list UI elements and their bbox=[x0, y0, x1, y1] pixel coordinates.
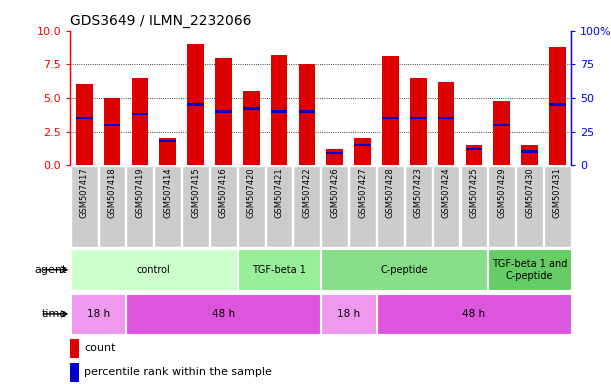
Bar bbox=[433, 166, 459, 247]
Text: GSM507419: GSM507419 bbox=[136, 167, 144, 218]
Bar bbox=[299, 110, 315, 113]
Text: 18 h: 18 h bbox=[337, 309, 360, 319]
Bar bbox=[321, 250, 487, 290]
Text: 48 h: 48 h bbox=[212, 309, 235, 319]
Bar bbox=[71, 250, 236, 290]
Bar bbox=[549, 47, 566, 165]
Bar bbox=[377, 166, 404, 247]
Bar bbox=[326, 152, 343, 154]
Bar bbox=[382, 56, 399, 165]
Text: GSM507423: GSM507423 bbox=[414, 167, 423, 218]
Bar bbox=[493, 124, 510, 126]
Bar bbox=[71, 294, 125, 334]
Bar bbox=[299, 64, 315, 165]
Bar bbox=[238, 250, 320, 290]
Bar bbox=[70, 363, 79, 382]
Text: GSM507431: GSM507431 bbox=[553, 167, 562, 218]
Text: GSM507415: GSM507415 bbox=[191, 167, 200, 218]
Bar bbox=[104, 124, 120, 126]
Bar bbox=[187, 103, 204, 106]
Text: GDS3649 / ILMN_2232066: GDS3649 / ILMN_2232066 bbox=[70, 14, 252, 28]
Text: GSM507427: GSM507427 bbox=[358, 167, 367, 218]
Text: GSM507426: GSM507426 bbox=[330, 167, 339, 218]
Text: 48 h: 48 h bbox=[463, 309, 485, 319]
Bar bbox=[71, 166, 98, 247]
Bar bbox=[461, 166, 487, 247]
Text: GSM507414: GSM507414 bbox=[163, 167, 172, 218]
Text: count: count bbox=[84, 343, 116, 354]
Bar bbox=[521, 151, 538, 153]
Bar bbox=[466, 148, 482, 150]
Text: GSM507422: GSM507422 bbox=[302, 167, 312, 218]
Bar bbox=[488, 166, 515, 247]
Bar bbox=[215, 110, 232, 113]
Text: GSM507416: GSM507416 bbox=[219, 167, 228, 218]
Text: control: control bbox=[137, 265, 170, 275]
Bar bbox=[437, 82, 455, 165]
Bar bbox=[405, 166, 431, 247]
Text: C-peptide: C-peptide bbox=[381, 265, 428, 275]
Bar bbox=[488, 250, 571, 290]
Text: GSM507425: GSM507425 bbox=[469, 167, 478, 218]
Text: GSM507430: GSM507430 bbox=[525, 167, 534, 218]
Bar bbox=[266, 166, 293, 247]
Bar bbox=[98, 166, 125, 247]
Bar bbox=[349, 166, 376, 247]
Bar bbox=[76, 84, 92, 165]
Bar bbox=[544, 166, 571, 247]
Bar bbox=[410, 117, 426, 119]
Bar bbox=[104, 98, 120, 165]
Text: GSM507428: GSM507428 bbox=[386, 167, 395, 218]
Text: 18 h: 18 h bbox=[87, 309, 109, 319]
Bar bbox=[410, 78, 426, 165]
Bar bbox=[516, 166, 543, 247]
Text: GSM507420: GSM507420 bbox=[247, 167, 255, 218]
Bar bbox=[210, 166, 236, 247]
Bar bbox=[326, 149, 343, 165]
Text: time: time bbox=[42, 309, 67, 319]
Text: GSM507417: GSM507417 bbox=[79, 167, 89, 218]
Bar bbox=[70, 339, 79, 358]
Bar bbox=[549, 103, 566, 106]
Bar bbox=[521, 145, 538, 165]
Bar bbox=[293, 166, 320, 247]
Text: GSM507418: GSM507418 bbox=[108, 167, 117, 218]
Bar bbox=[182, 166, 209, 247]
Bar bbox=[377, 294, 571, 334]
Bar bbox=[159, 140, 176, 142]
Bar bbox=[131, 78, 148, 165]
Bar bbox=[271, 110, 287, 113]
Bar bbox=[126, 294, 320, 334]
Text: percentile rank within the sample: percentile rank within the sample bbox=[84, 367, 272, 377]
Bar bbox=[131, 113, 148, 115]
Bar bbox=[354, 138, 371, 165]
Bar bbox=[243, 91, 260, 165]
Bar bbox=[354, 144, 371, 146]
Text: GSM507424: GSM507424 bbox=[442, 167, 450, 218]
Bar bbox=[155, 166, 181, 247]
Text: agent: agent bbox=[35, 265, 67, 275]
Text: TGF-beta 1 and
C-peptide: TGF-beta 1 and C-peptide bbox=[492, 259, 567, 281]
Bar bbox=[271, 55, 287, 165]
Bar bbox=[126, 166, 153, 247]
Bar bbox=[238, 166, 265, 247]
Text: TGF-beta 1: TGF-beta 1 bbox=[252, 265, 306, 275]
Bar bbox=[466, 145, 482, 165]
Bar bbox=[159, 138, 176, 165]
Bar bbox=[243, 108, 260, 110]
Bar bbox=[382, 117, 399, 119]
Bar bbox=[321, 294, 376, 334]
Bar bbox=[187, 44, 204, 165]
Bar bbox=[76, 117, 92, 119]
Bar bbox=[215, 58, 232, 165]
Bar bbox=[437, 117, 455, 119]
Text: GSM507429: GSM507429 bbox=[497, 167, 506, 218]
Text: GSM507421: GSM507421 bbox=[274, 167, 284, 218]
Bar bbox=[321, 166, 348, 247]
Bar bbox=[493, 101, 510, 165]
